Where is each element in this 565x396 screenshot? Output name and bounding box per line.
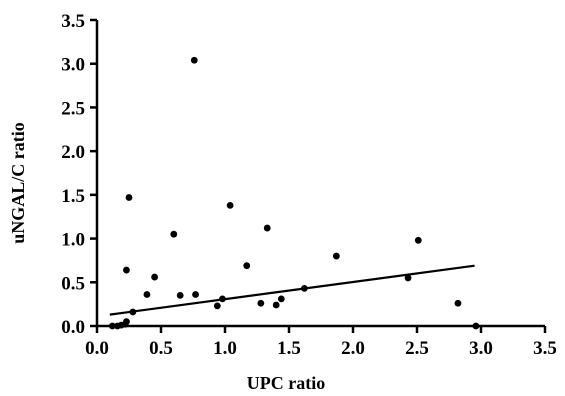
- data-point: [192, 291, 199, 298]
- x-tick-label: 0.0: [85, 338, 109, 359]
- x-axis-title: UPC ratio: [247, 373, 325, 393]
- y-tick-label: 3.5: [61, 11, 85, 32]
- y-tick-label: 0.5: [61, 273, 85, 294]
- data-point: [176, 292, 184, 299]
- data-point: [226, 201, 234, 209]
- y-axis-title: uNGAL/C ratio: [8, 122, 28, 244]
- data-points: [108, 56, 480, 330]
- data-point: [151, 273, 159, 281]
- data-point: [332, 252, 340, 260]
- plot-area: [108, 56, 480, 330]
- y-tick-label: 1.0: [61, 230, 85, 251]
- data-point: [125, 194, 133, 201]
- x-axis-ticks: 0.0 0.5 1.0 1.5 2.0 2.5 3.0 3.5: [85, 326, 557, 359]
- data-point: [123, 266, 130, 274]
- data-point: [277, 295, 285, 303]
- data-point: [190, 56, 198, 64]
- y-tick-label: 3.0: [61, 55, 85, 76]
- data-point: [263, 224, 271, 232]
- data-point: [123, 318, 130, 326]
- data-point: [414, 236, 422, 244]
- x-tick-label: 2.0: [341, 338, 365, 359]
- data-point: [272, 301, 280, 309]
- x-tick-label: 3.0: [469, 338, 493, 359]
- x-tick-label: 3.5: [533, 338, 557, 359]
- y-tick-label: 2.5: [61, 98, 85, 119]
- x-tick-label: 1.0: [213, 338, 237, 359]
- regression-line: [109, 264, 475, 316]
- data-point: [213, 302, 221, 310]
- y-tick-label: 2.0: [61, 142, 85, 163]
- data-point: [454, 299, 462, 307]
- data-point: [243, 262, 251, 270]
- data-point: [170, 230, 178, 238]
- data-point: [257, 299, 265, 307]
- data-point: [404, 274, 412, 282]
- data-point: [143, 291, 151, 298]
- x-tick-label: 1.5: [277, 338, 301, 359]
- x-tick-label: 2.5: [405, 338, 429, 359]
- y-axis-ticks: 0.0 0.5 1.0 1.5 2.0 2.5 3.0 3.5: [61, 11, 97, 338]
- x-tick-label: 0.5: [149, 338, 173, 359]
- y-tick-label: 0.0: [61, 317, 85, 338]
- y-tick-label: 1.5: [61, 186, 85, 207]
